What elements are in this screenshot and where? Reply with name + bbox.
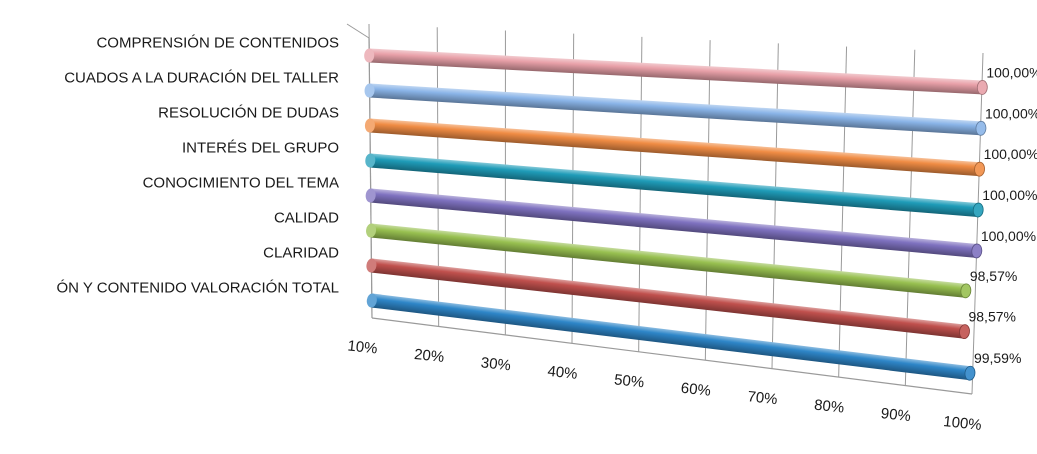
category-label: CONOCIMIENTO DEL TEMA (143, 175, 339, 192)
x-tick-label: 30% (480, 354, 512, 374)
x-tick-label: 50% (613, 371, 645, 391)
value-labels: 100,00% 100,00% 100,00% 100,00% 100,00% 98,57… (968, 64, 1037, 366)
bar-start-cap (364, 83, 375, 98)
bar (366, 293, 976, 381)
x-tick-label: 20% (413, 346, 445, 366)
bar-start-cap (365, 153, 376, 168)
bar-end-cap (971, 243, 983, 259)
bar-start-cap (364, 118, 375, 133)
bar-end-cap (972, 202, 984, 218)
category-label: CLARIDAD (263, 245, 339, 262)
x-tick-label: 100% (942, 413, 982, 434)
category-label: ÓN Y CONTENIDO VALORACIÓN TOTAL (56, 280, 339, 297)
x-gridline (971, 52, 984, 395)
category-label: RESOLUCIÓN DE DUDAS (158, 105, 339, 122)
x-tick-label: 90% (880, 405, 912, 425)
category-labels: COMPRENSIÓN DE CONTENIDOS CUADOS A LA DUR… (56, 35, 339, 297)
bar-start-cap (365, 188, 376, 203)
bar-end-cap (964, 365, 976, 381)
chart-bars (364, 48, 988, 381)
bar (364, 48, 988, 95)
bar (365, 153, 984, 218)
category-label: CUADOS A LA DURACIÓN DEL TALLER (64, 70, 339, 87)
bar-body (370, 293, 971, 381)
value-label: 100,00% (981, 228, 1036, 244)
bar-body (370, 188, 978, 258)
x-tick-label: 80% (813, 397, 845, 417)
bar (364, 83, 987, 136)
x-tick-label: 60% (680, 380, 712, 400)
bar-body (369, 83, 982, 136)
value-label: 100,00% (982, 187, 1037, 203)
bar (365, 188, 983, 259)
bar-body (370, 258, 966, 339)
x-gridline (638, 36, 643, 352)
bar-start-cap (366, 258, 377, 273)
bar-end-cap (975, 120, 987, 136)
chart-gridlines (346, 23, 984, 395)
category-label: CALIDAD (274, 210, 339, 227)
bar-body (368, 48, 983, 95)
x-gridline (838, 46, 848, 378)
bar-body (369, 153, 979, 218)
bar-end-cap (976, 80, 988, 95)
x-gridline (904, 49, 916, 386)
category-label: INTERÉS DEL GRUPO (182, 140, 339, 157)
x-axis-tick-labels: 10% 20% 30% 40% 50% 60% 70% 80% 90% 100% (347, 338, 983, 434)
bar (364, 118, 985, 177)
floor-front-edge (371, 317, 973, 395)
value-label: 98,57% (970, 268, 1017, 284)
x-gridline (368, 23, 373, 319)
bar-end-cap (959, 324, 970, 339)
x-gridline (571, 33, 575, 344)
x-gridline (704, 40, 711, 361)
bar-start-cap (364, 48, 375, 63)
bar-start-cap (366, 223, 377, 238)
x-gridline (436, 27, 440, 327)
bar (366, 223, 972, 299)
value-label: 98,57% (968, 309, 1015, 325)
category-label: COMPRENSIÓN DE CONTENIDOS (96, 35, 339, 52)
value-label: 99,59% (974, 350, 1021, 366)
x-tick-label: 70% (747, 388, 779, 408)
bar-end-cap (974, 161, 985, 177)
x-gridline (771, 43, 779, 369)
bar-body (369, 118, 981, 177)
bar (366, 258, 970, 339)
value-label: 100,00% (984, 146, 1037, 162)
bar-body (370, 223, 967, 298)
back-wall-edge (346, 23, 370, 39)
bar-start-cap (366, 293, 377, 308)
x-tick-label: 40% (547, 363, 579, 383)
bar-end-cap (960, 283, 972, 299)
x-tick-label: 10% (347, 338, 379, 358)
value-label: 100,00% (986, 64, 1037, 80)
value-label: 100,00% (985, 105, 1037, 121)
